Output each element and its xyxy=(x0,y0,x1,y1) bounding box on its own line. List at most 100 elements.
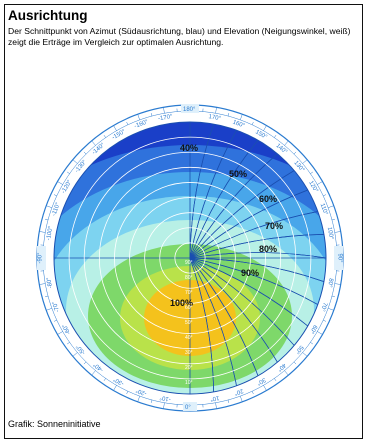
elevation-grid-circle xyxy=(174,242,206,274)
dial-tick xyxy=(66,171,70,174)
dial-tick xyxy=(331,295,335,298)
elevation-label-20: 20° xyxy=(185,365,193,371)
dial-tick xyxy=(53,194,57,197)
dial-tick xyxy=(334,231,341,233)
dial-tick xyxy=(240,396,243,402)
azimuth-label-left: -70° xyxy=(52,300,62,313)
dial-tick xyxy=(83,361,87,365)
yield-label-90: 90% xyxy=(241,268,259,278)
dial-tick xyxy=(323,319,327,322)
dial-tick xyxy=(45,218,49,221)
dial-tick xyxy=(302,352,308,357)
azimuth-label-right: 100° xyxy=(326,227,334,241)
dial-tick xyxy=(317,181,323,185)
dial-tick xyxy=(251,391,254,395)
elevation-label-10: 10° xyxy=(185,380,193,386)
figure-description: Der Schnittpunkt von Azimut (Südausricht… xyxy=(8,26,351,47)
dial-tick xyxy=(39,231,46,233)
elevation-grid-circle xyxy=(159,227,221,289)
yield-label-100: 100% xyxy=(170,298,193,308)
azimuth-label-right: 80° xyxy=(326,278,334,289)
azimuth-left-box xyxy=(37,246,46,270)
dial-tick xyxy=(284,370,289,376)
grid-lines xyxy=(54,122,326,394)
elevation-label-40: 40° xyxy=(185,335,193,341)
azimuth-label-right: 70° xyxy=(319,301,328,312)
dial-tick xyxy=(137,396,140,402)
azimuth-label-right: 10° xyxy=(209,394,220,402)
dial-tick xyxy=(91,370,96,376)
dial-tick xyxy=(72,159,78,164)
dial-tick xyxy=(251,121,254,125)
disc-border xyxy=(53,121,327,395)
dial-tick xyxy=(66,342,70,345)
dial-tick xyxy=(215,402,217,409)
dial-tick xyxy=(83,151,87,155)
yield-label-50: 50% xyxy=(229,169,247,179)
azimuth-bottom-box xyxy=(183,402,197,411)
azimuth-label-bottom: 0° xyxy=(185,405,191,411)
azimuth-label-right: 170° xyxy=(208,114,222,122)
elevation-label-30: 30° xyxy=(185,350,193,356)
azimuth-label-right: 150° xyxy=(254,129,268,141)
dial-tick xyxy=(227,399,230,403)
dial-tick xyxy=(240,114,243,120)
elevation-grid-circle xyxy=(98,166,282,350)
azimuth-label-left: -110° xyxy=(51,201,62,217)
dial-tick xyxy=(302,159,308,164)
dial-tick xyxy=(263,125,267,131)
dial-tick xyxy=(331,218,335,221)
azimuth-label-left: -10° xyxy=(159,394,172,402)
yield-label-60: 60% xyxy=(259,194,277,204)
dial-tick xyxy=(39,283,46,285)
elevation-grid-circle xyxy=(129,197,251,319)
dial-tick xyxy=(126,121,129,125)
figure-title: Ausrichtung xyxy=(8,8,88,23)
dial-tick xyxy=(310,342,314,345)
dial-tick xyxy=(45,295,49,298)
dial-tick xyxy=(72,352,78,357)
dial-tick xyxy=(227,113,230,117)
dial-tick xyxy=(328,308,334,311)
dial-tick xyxy=(317,331,323,335)
dial-tick xyxy=(274,134,277,138)
dial-tick xyxy=(46,308,52,311)
azimuth-label-left: -170° xyxy=(158,114,174,123)
azimuth-label-left: -90° xyxy=(38,252,44,264)
dial-tick xyxy=(91,140,96,146)
dial-tick xyxy=(46,205,52,208)
dial-tick xyxy=(150,399,153,403)
elevation-label-60: 60° xyxy=(185,305,193,311)
dial-tick xyxy=(113,385,117,391)
figure-caption: Grafik: Sonneninitiative xyxy=(8,419,101,429)
azimuth-label-right: 50° xyxy=(293,344,304,355)
azimuth-label-right: 110° xyxy=(319,203,329,217)
azimuth-label-left: -20° xyxy=(135,387,148,397)
azimuth-ticks xyxy=(37,105,343,411)
yield-label-80: 80% xyxy=(259,244,277,254)
dial-tick xyxy=(334,283,341,285)
dial-tick xyxy=(103,134,106,138)
azimuth-label-left: -30° xyxy=(112,375,125,386)
elevation-grid-circle xyxy=(83,151,297,365)
dial-tick xyxy=(57,331,63,335)
elevation-grid-circle xyxy=(114,182,266,334)
azimuth-label-right: 40° xyxy=(275,362,286,373)
dial-tick xyxy=(293,151,297,155)
dial-tick xyxy=(126,391,129,395)
azimuth-label-left: -80° xyxy=(46,276,54,289)
dial-tick xyxy=(53,319,57,322)
dial-tick xyxy=(263,385,267,391)
dial-tick xyxy=(163,107,165,114)
azimuth-label-left: -60° xyxy=(61,322,72,335)
dial-tick xyxy=(274,378,277,382)
dial-tick xyxy=(323,194,327,197)
dial-tick xyxy=(103,378,106,382)
azimuth-label-top: 180° xyxy=(183,107,196,113)
elevation-label-70: 70° xyxy=(185,290,193,296)
azimuth-label-right: 60° xyxy=(308,324,318,335)
azimuth-label-right: 120° xyxy=(307,180,319,194)
elevation-grid-circle xyxy=(68,136,312,380)
azimuth-right-box xyxy=(334,246,343,270)
